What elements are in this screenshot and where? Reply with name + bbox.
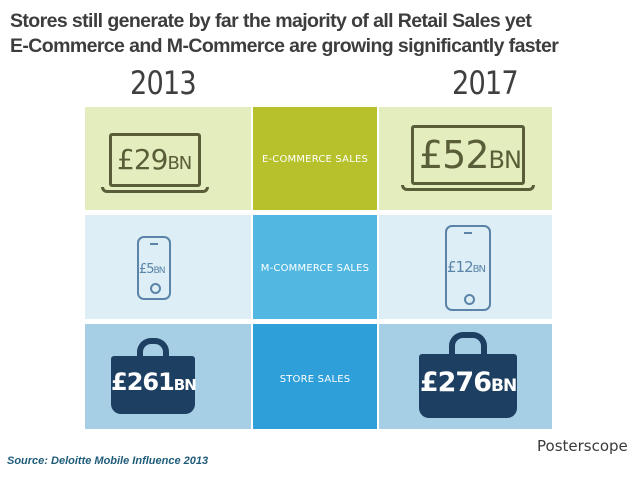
year-right-label: 2017 bbox=[452, 64, 519, 102]
store-2013-value: £261BN bbox=[111, 368, 197, 396]
comparison-grid: £29BN E-COMMERCE SALES £52BN £5BN bbox=[85, 107, 552, 429]
ecommerce-2013-value: £29BN bbox=[117, 143, 192, 176]
ecommerce-2017-cell: £52BN bbox=[379, 107, 552, 210]
row-mcommerce: £5BN M-COMMERCE SALES £12BN bbox=[85, 215, 552, 319]
ecommerce-label: E-COMMERCE SALES bbox=[261, 154, 369, 165]
year-left-label: 2013 bbox=[130, 64, 197, 102]
mcommerce-2017-value: £12BN bbox=[447, 258, 486, 276]
title-line-1: Stores still generate by far the majorit… bbox=[10, 10, 532, 32]
ecommerce-2013-cell: £29BN bbox=[85, 107, 251, 210]
store-label: STORE SALES bbox=[279, 374, 351, 385]
title-line-2: E-Commerce and M-Commerce are growing si… bbox=[10, 35, 559, 57]
ecommerce-label-cell: E-COMMERCE SALES bbox=[253, 107, 377, 210]
posterscope-logo: Posterscope bbox=[537, 437, 628, 455]
row-ecommerce: £29BN E-COMMERCE SALES £52BN bbox=[85, 107, 552, 210]
smartphone-icon bbox=[137, 236, 171, 300]
mcommerce-2017-cell: £12BN bbox=[379, 215, 552, 319]
slide-title: Stores still generate by far the majorit… bbox=[10, 9, 630, 59]
mcommerce-2013-value: £5BN bbox=[139, 262, 165, 277]
ecommerce-2017-value: £52BN bbox=[419, 133, 522, 177]
store-2017-value: £276BN bbox=[419, 367, 517, 398]
row-store: £261BN STORE SALES £276BN bbox=[85, 324, 552, 429]
smartphone-icon bbox=[445, 225, 491, 311]
store-2013-cell: £261BN bbox=[85, 324, 251, 429]
source-note: Source: Deloitte Mobile Influence 2013 bbox=[7, 455, 209, 467]
mcommerce-label: M-COMMERCE SALES bbox=[260, 263, 370, 274]
mcommerce-2013-cell: £5BN bbox=[85, 215, 251, 319]
store-label-cell: STORE SALES bbox=[253, 324, 377, 429]
mcommerce-label-cell: M-COMMERCE SALES bbox=[253, 215, 377, 319]
store-2017-cell: £276BN bbox=[379, 324, 552, 429]
